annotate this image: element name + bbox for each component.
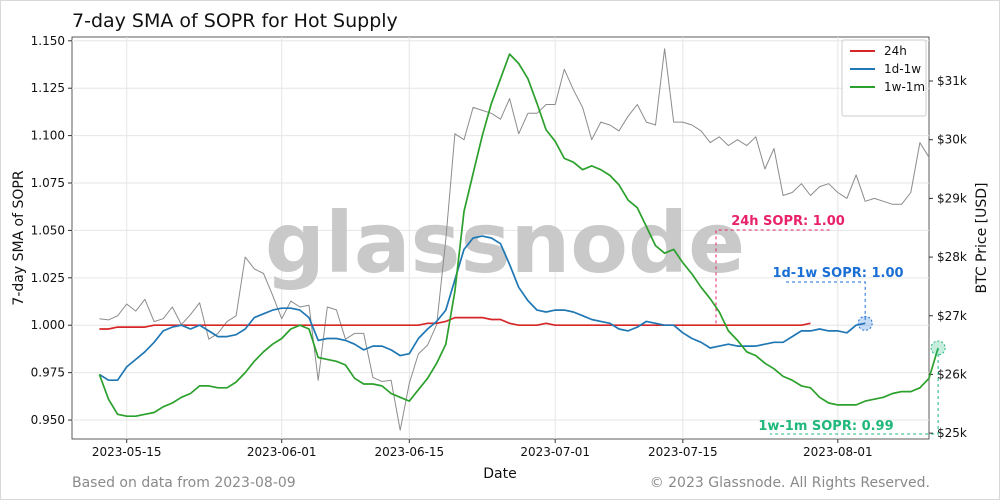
series-line-btc-price (99, 48, 930, 431)
footer-copyright: © 2023 Glassnode. All Rights Reserved. (650, 475, 930, 491)
right-axis: $25k $26k $27k $28k $29k $30k $31k (929, 74, 967, 440)
series-lines (98, 48, 939, 431)
annotation-label-24h: 24h SOPR: 1.00 (731, 214, 845, 229)
annotation-leader-1d-1w (786, 281, 866, 324)
x-tick-label: 2023-07-15 (648, 445, 718, 459)
legend-label-24h: 24h (884, 44, 907, 58)
x-tick-label: 2023-06-01 (247, 445, 317, 459)
y-right-tick-label: $31k (937, 74, 967, 88)
annotation-marker-1w-1m (930, 340, 946, 356)
legend: 24h 1d-1w 1w-1m (841, 39, 927, 117)
y-right-tick-label: $27k (937, 309, 967, 323)
series-line-1d-1w (98, 235, 866, 382)
legend-label-1w-1m: 1w-1m (884, 80, 925, 94)
y-axis-label-right: BTC Price [USD] (974, 182, 990, 293)
annotation-label-1d-1w: 1d-1w SOPR: 1.00 (772, 266, 903, 281)
x-tick-label: 2023-08-01 (803, 445, 873, 459)
y-left-tick-label: 1.025 (31, 271, 65, 285)
x-tick-label: 2023-07-01 (520, 445, 590, 459)
y-left-tick-label: 1.125 (31, 81, 65, 95)
annotations: 24h SOPR: 1.00 1d-1w SOPR: 1.00 1w-1m SOPR… (715, 214, 946, 435)
y-axis-label-left: 7-day SMA of SOPR (11, 170, 27, 305)
annotation-marker-1d-1w (857, 315, 873, 331)
y-right-tick-label: $28k (937, 250, 967, 264)
y-right-tick-label: $26k (937, 367, 967, 381)
watermark: glassnode (265, 194, 745, 292)
y-right-tick-label: $29k (937, 191, 967, 205)
legend-box (841, 39, 927, 117)
x-tick-label: 2023-05-15 (92, 445, 162, 459)
y-left-tick-label: 1.150 (31, 34, 65, 48)
y-left-tick-label: 1.100 (31, 129, 65, 143)
y-left-tick-label: 1.000 (31, 318, 65, 332)
annotation-leader-1w-1m (770, 347, 939, 435)
series-line-24h (99, 316, 811, 330)
annotation-leader-24h (715, 229, 832, 324)
legend-label-1d-1w: 1d-1w (884, 62, 921, 76)
chart-title: 7-day SMA of SOPR for Hot Supply (72, 10, 398, 32)
x-axis-label: Date (483, 466, 516, 482)
x-tick-label: 2023-06-15 (374, 445, 444, 459)
y-left-tick-label: 1.050 (31, 223, 65, 237)
series-line-1w-1m (98, 53, 939, 418)
left-axis: 0.950 0.975 1.000 1.025 1.050 1.075 1.100 1.125… (31, 34, 72, 427)
y-right-tick-label: $25k (937, 426, 967, 440)
y-right-tick-label: $30k (937, 133, 967, 147)
plot-area (71, 36, 930, 440)
annotation-label-1w-1m: 1w-1m SOPR: 0.99 (758, 419, 893, 434)
y-left-tick-label: 1.075 (31, 176, 65, 190)
x-axis: 2023-05-15 2023-06-01 2023-06-15 2023-07-01… (92, 439, 873, 459)
y-left-tick-label: 0.950 (31, 413, 65, 427)
y-left-tick-label: 0.975 (31, 366, 65, 380)
footer-source: Based on data from 2023-08-09 (72, 475, 296, 491)
